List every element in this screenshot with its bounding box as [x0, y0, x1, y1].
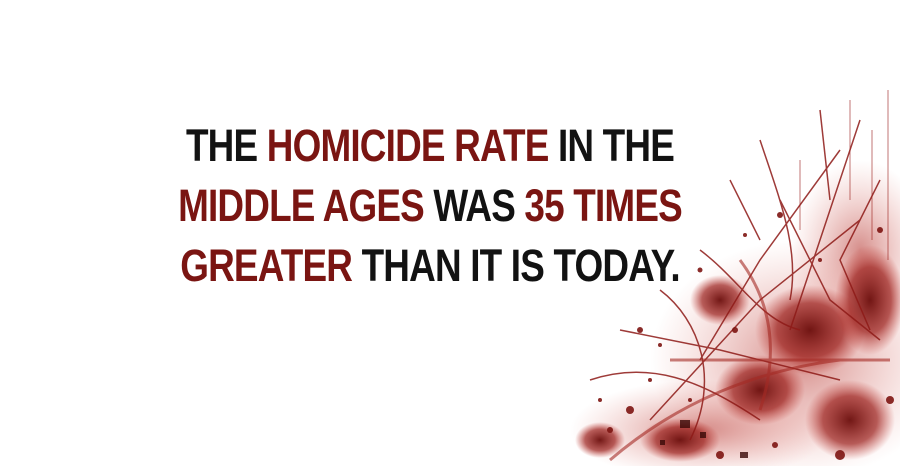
fact-segment: THE [185, 120, 267, 171]
fact-highlight: MIDDLE AGES [178, 180, 425, 231]
fact-text: THE HOMICIDE RATE IN THE MIDDLE AGES WAS… [127, 116, 734, 296]
fact-segment: IN THE [548, 120, 675, 171]
fact-highlight: HOMICIDE RATE [266, 120, 550, 171]
fact-highlight: 35 TIMES GREATER [180, 180, 683, 291]
fact-segment: WAS [423, 180, 525, 231]
fact-segment: THAN IT IS TODAY. [352, 240, 681, 291]
